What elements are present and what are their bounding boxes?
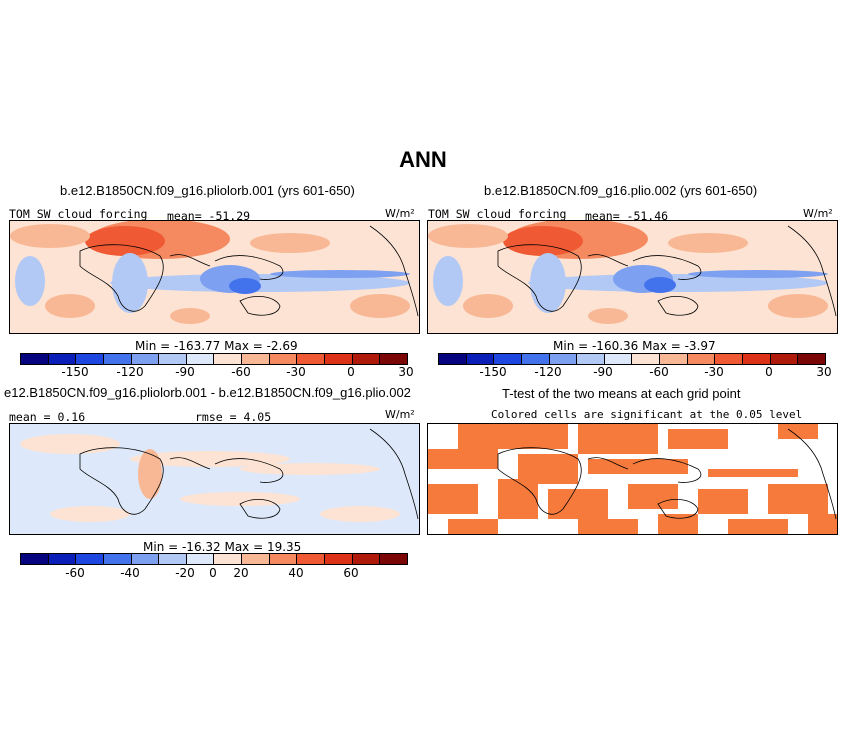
panel3-mean-label: mean = 0.16 xyxy=(9,410,86,424)
panel1-colorbar-ticks: -150 -120 -90 -60 -30 0 30 xyxy=(20,365,413,379)
panel2-tick: 0 xyxy=(765,365,773,379)
panel2-tick: -120 xyxy=(534,365,562,379)
panel3-tick: -20 xyxy=(175,566,195,580)
panel3-tick: 0 xyxy=(209,566,217,580)
panel3-field xyxy=(10,424,419,534)
panel2-minmax-label: Min = -160.36 Max = -3.97 xyxy=(553,339,716,353)
panel3-tick: -40 xyxy=(120,566,140,580)
panel2-tick: -150 xyxy=(479,365,507,379)
panel2-variable-label: TOM SW cloud forcing xyxy=(428,207,567,221)
panel3-rmse-label: rmse = 4.05 xyxy=(195,410,272,424)
panel1-variable-label: TOM SW cloud forcing xyxy=(9,207,148,221)
panel2-tick: -60 xyxy=(649,365,669,379)
panel2-tick: -30 xyxy=(704,365,724,379)
panel1-mean-label: mean= -51.29 xyxy=(167,209,251,223)
panel1-tick: -150 xyxy=(61,365,89,379)
panel2-units-label: W/m² xyxy=(803,207,833,220)
panel3-tick: 20 xyxy=(233,566,249,580)
panel3-title: e12.B1850CN.f09_g16.pliolorb.001 - b.e12… xyxy=(4,385,411,400)
figure-title: ANN xyxy=(399,147,447,172)
panel3-colorbar-ticks: -60 -40 -20 0 20 40 60 xyxy=(20,566,406,580)
panel4-field xyxy=(428,424,837,534)
panel1-map xyxy=(9,220,420,334)
panel1-units-label: W/m² xyxy=(385,207,415,220)
panel2-mean-label: mean= -51.46 xyxy=(585,209,669,223)
panel1-tick: -90 xyxy=(175,365,195,379)
panel1-title: b.e12.B1850CN.f09_g16.pliolorb.001 (yrs … xyxy=(60,183,355,198)
panel1-tick: -30 xyxy=(286,365,306,379)
panel2-tick: 30 xyxy=(816,365,832,379)
panel4-title: T-test of the two means at each grid poi… xyxy=(502,386,741,401)
panel1-colorbar xyxy=(20,353,408,365)
panel1-tick: -120 xyxy=(116,365,144,379)
panel3-tick: 60 xyxy=(343,566,359,580)
panel3-colorbar xyxy=(20,553,408,565)
panel2-colorbar-ticks: -150 -120 -90 -60 -30 0 30 xyxy=(438,365,831,379)
panel1-tick: 30 xyxy=(398,365,414,379)
panel2-tick: -90 xyxy=(593,365,613,379)
panel1-field xyxy=(10,221,419,333)
panel1-tick: -60 xyxy=(231,365,251,379)
panel3-units-label: W/m² xyxy=(385,408,415,421)
panel3-map xyxy=(9,423,420,535)
panel2-map xyxy=(427,220,838,334)
panel3-tick: 40 xyxy=(288,566,304,580)
panel3-tick: -60 xyxy=(65,566,85,580)
panel4-subtitle: Colored cells are significant at the 0.0… xyxy=(491,408,803,421)
panel2-title: b.e12.B1850CN.f09_g16.plio.002 (yrs 601-… xyxy=(484,183,758,198)
panel1-minmax-label: Min = -163.77 Max = -2.69 xyxy=(135,339,298,353)
panel3-minmax-label: Min = -16.32 Max = 19.35 xyxy=(143,540,302,554)
panel2-field xyxy=(428,221,837,333)
panel2-colorbar xyxy=(438,353,826,365)
panel4-map xyxy=(427,423,838,535)
panel1-tick: 0 xyxy=(347,365,355,379)
